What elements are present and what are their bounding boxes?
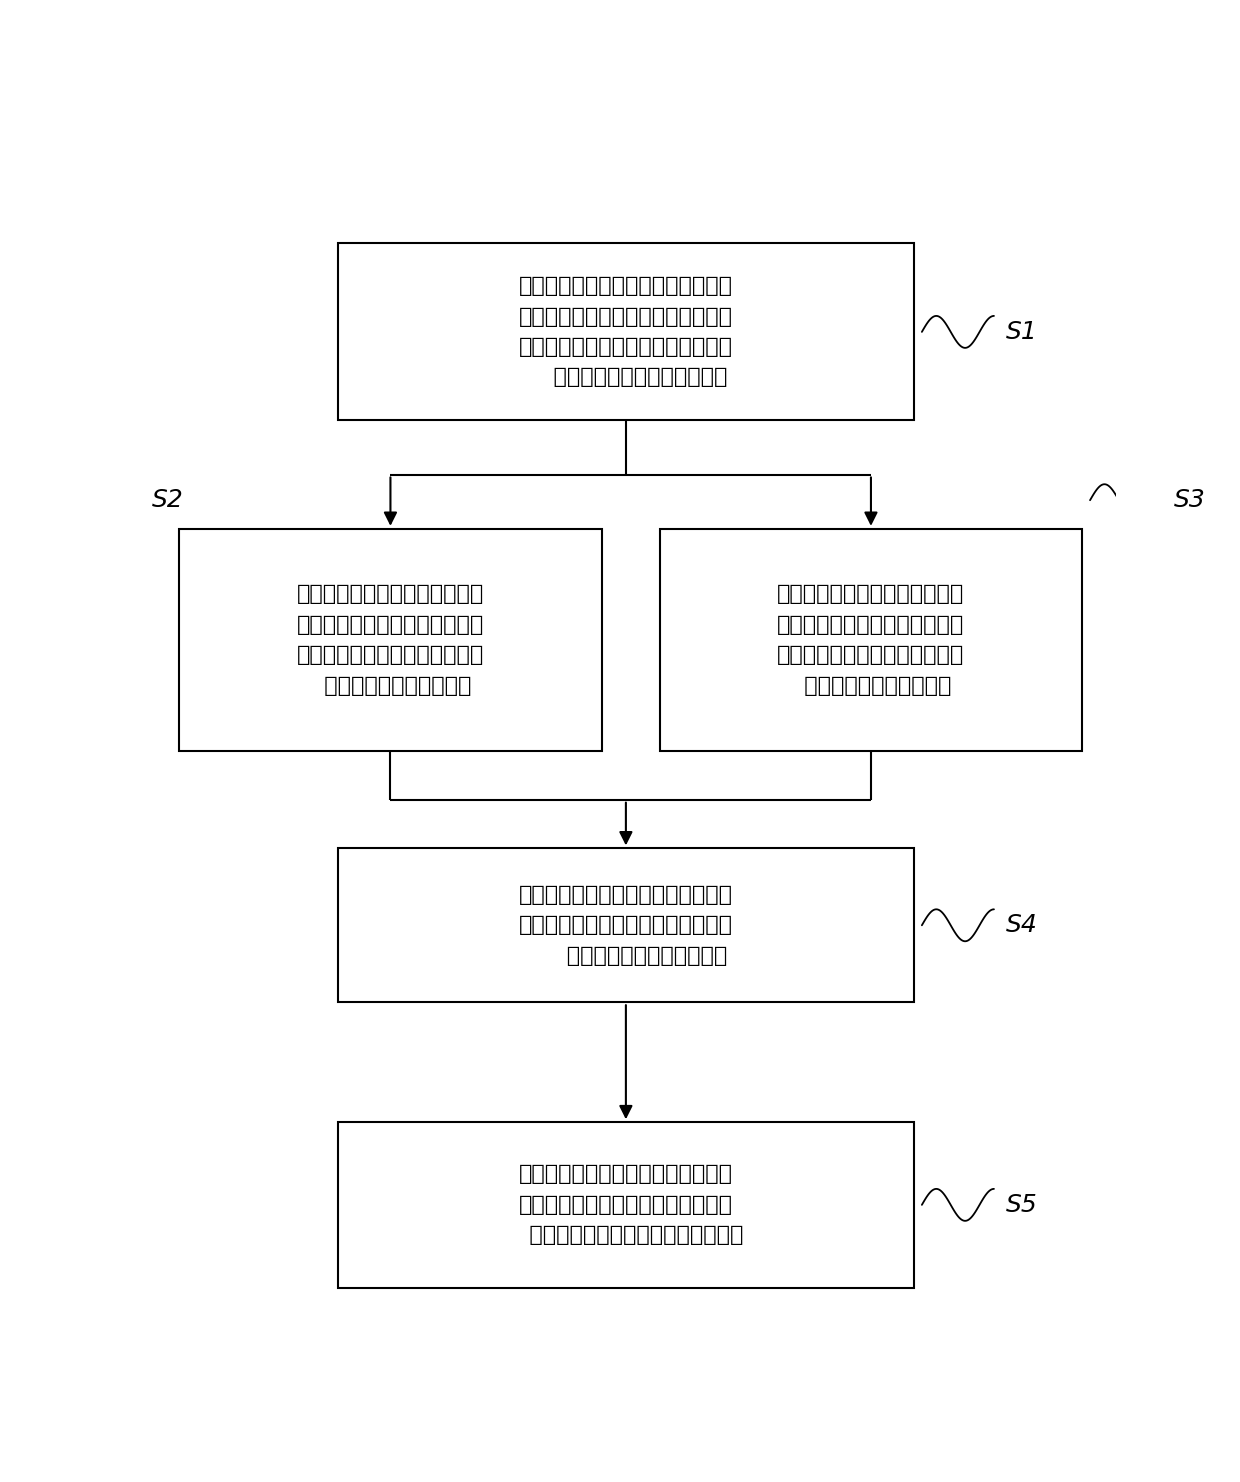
Bar [337, 848, 914, 1002]
Text: 将回波信号用耦合器分为两束，分别
与滤出的两只不同频率的光波信号进
      行拍频，得到两个拍频信号: 将回波信号用耦合器分为两束，分别 与滤出的两只不同频率的光波信号进 行拍频，得到… [518, 885, 733, 966]
Bar [179, 529, 601, 751]
Bar [660, 529, 1083, 751]
Bar [337, 1122, 914, 1288]
Text: S5: S5 [1006, 1193, 1037, 1217]
Text: S2: S2 [153, 488, 184, 513]
Text: S4: S4 [1006, 913, 1037, 937]
Text: S3: S3 [1174, 488, 1205, 513]
Text: 参考光经过固定频率驱动的声光
调制器移频后分为两路，两路光
进入不同的光滤波器，分别滤出
  两只不同频率的光波信号: 参考光经过固定频率驱动的声光 调制器移频后分为两路，两路光 进入不同的光滤波器，… [777, 584, 965, 695]
Text: 将线性扫频射频信号通过相位调制器
调制到激光器输出的激光信号上，产
生光学频率梳，所述光学频率梳经过
    耦合器后分成探测光和参考光: 将线性扫频射频信号通过相位调制器 调制到激光器输出的激光信号上，产 生光学频率梳… [518, 276, 733, 387]
Text: S1: S1 [1006, 320, 1037, 344]
Text: 探测光经过环形器，通过准直器
发射到待测空间中，经待测空间
中目标物反射的回波信号再经过
  准直器接收返回到环形器: 探测光经过环形器，通过准直器 发射到待测空间中，经待测空间 中目标物反射的回波信… [296, 584, 484, 695]
Text: 将两个拍频信号再次进行拍频，得到
最终的拍频信号，根据最终得到的拍
   频信号推算出测量目标物的实际距离: 将两个拍频信号再次进行拍频，得到 最终的拍频信号，根据最终得到的拍 频信号推算出… [508, 1165, 744, 1245]
Bar [337, 243, 914, 421]
